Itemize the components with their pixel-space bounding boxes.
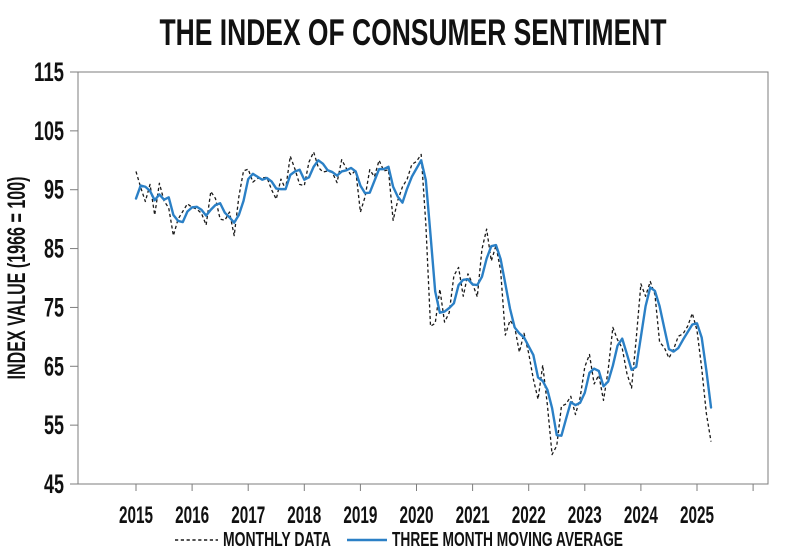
y-tick-label: 55 <box>44 410 64 440</box>
three-month-moving-average-line <box>134 159 713 437</box>
y-tick-label: 95 <box>44 175 64 205</box>
x-tick-label: 2022 <box>512 502 546 529</box>
legend-moving-average-label: THREE MONTH MOVING AVERAGE <box>392 529 623 551</box>
x-tick-label: 2015 <box>119 502 153 529</box>
legend-monthly-label: MONTHLY DATA <box>223 529 331 551</box>
y-tick-label: 105 <box>34 116 64 146</box>
legend: MONTHLY DATA THREE MONTH MOVING AVERAGE <box>175 529 623 551</box>
plot-frame <box>77 71 769 485</box>
y-tick-label: 115 <box>34 57 64 87</box>
x-tick-label: 2021 <box>456 502 490 529</box>
monthly-data-line <box>135 151 712 456</box>
x-tick-label: 2018 <box>287 502 321 529</box>
y-tick-label: 65 <box>44 351 64 381</box>
x-tick-label: 2017 <box>231 502 265 529</box>
chart-title: THE INDEX OF CONSUMER SENTIMENT <box>160 12 667 53</box>
y-tick-label: 45 <box>44 469 64 499</box>
plot-area: 45 55 65 75 85 95 105 115 2015 2016 2017 2018 2019 20… <box>34 57 769 529</box>
x-tick-label: 2025 <box>680 502 714 529</box>
x-tick-label: 2020 <box>400 502 434 529</box>
x-tick-label: 2024 <box>624 502 658 529</box>
y-tick-label: 85 <box>44 234 64 264</box>
y-axis-title: INDEX VALUE (1966 = 100) <box>3 177 31 380</box>
x-tick-label: 2016 <box>175 502 209 529</box>
y-tick-label: 75 <box>44 292 64 322</box>
x-tick-label: 2023 <box>568 502 602 529</box>
x-tick-label: 2019 <box>343 502 377 529</box>
